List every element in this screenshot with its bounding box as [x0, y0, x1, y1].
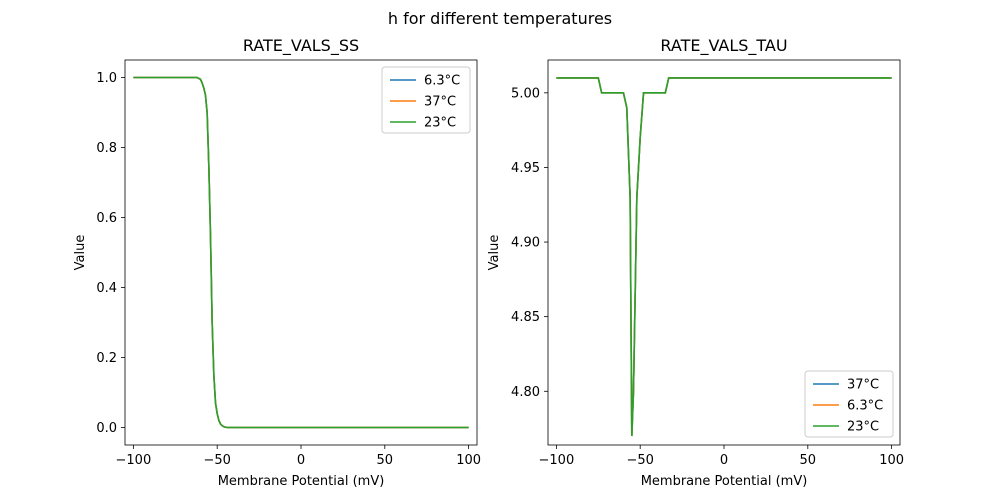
- y-tick-label: 4.95: [511, 161, 540, 176]
- y-axis-label: Value: [487, 235, 502, 271]
- x-tick-label: −100: [539, 453, 575, 468]
- figure-suptitle: h for different temperatures: [388, 9, 612, 28]
- chart-title: RATE_VALS_TAU: [660, 36, 787, 56]
- chart-panel-ss: RATE_VALS_SS −100 −50 0 50 100 0.0 0.2 0.4 0.6 0.8…: [73, 36, 481, 489]
- chart-panel-tau: RATE_VALS_TAU −100 −50 0 50 100 4.80 4.85 4.90 4.…: [487, 36, 904, 489]
- x-tick-label: 0: [720, 453, 728, 468]
- x-tick-label: −50: [626, 453, 653, 468]
- series-line-2: [133, 76, 469, 429]
- y-tick-label: 5.00: [511, 86, 540, 101]
- y-tick-label: 0.2: [96, 351, 117, 366]
- legend-label-2: 23°C: [424, 116, 456, 131]
- y-tick-label: 0.0: [96, 421, 117, 436]
- x-axis-label: Membrane Potential (mV): [218, 474, 385, 489]
- legend-label-1: 6.3°C: [847, 399, 883, 414]
- y-tick-label: 4.80: [511, 385, 540, 400]
- x-tick-label: 50: [800, 453, 817, 468]
- legend-label-0: 37°C: [847, 378, 879, 393]
- x-tick-label: 100: [879, 453, 904, 468]
- legend: 6.3°C 37°C 23°C: [381, 66, 471, 134]
- x-tick-label: −50: [203, 453, 230, 468]
- y-tick-label: 4.85: [511, 310, 540, 325]
- legend: 37°C 6.3°C 23°C: [804, 370, 894, 438]
- x-axis-label: Membrane Potential (mV): [641, 474, 808, 489]
- legend-box: [804, 370, 894, 438]
- legend-label-2: 23°C: [847, 420, 879, 435]
- legend-label-0: 6.3°C: [424, 74, 460, 89]
- chart-title: RATE_VALS_SS: [243, 36, 359, 56]
- y-tick-label: 4.90: [511, 236, 540, 251]
- x-tick-label: 0: [297, 453, 305, 468]
- y-tick-label: 0.4: [96, 281, 117, 296]
- legend-label-1: 37°C: [424, 95, 456, 110]
- x-tick-label: 100: [456, 453, 481, 468]
- y-tick-label: 0.8: [96, 141, 117, 156]
- x-tick-label: −100: [116, 453, 152, 468]
- y-axis-label: Value: [73, 235, 88, 271]
- x-tick-label: 50: [377, 453, 394, 468]
- legend-box: [381, 66, 471, 134]
- y-tick-label: 1.0: [96, 71, 117, 86]
- y-tick-label: 0.6: [96, 211, 117, 226]
- series-line-2: [556, 77, 892, 437]
